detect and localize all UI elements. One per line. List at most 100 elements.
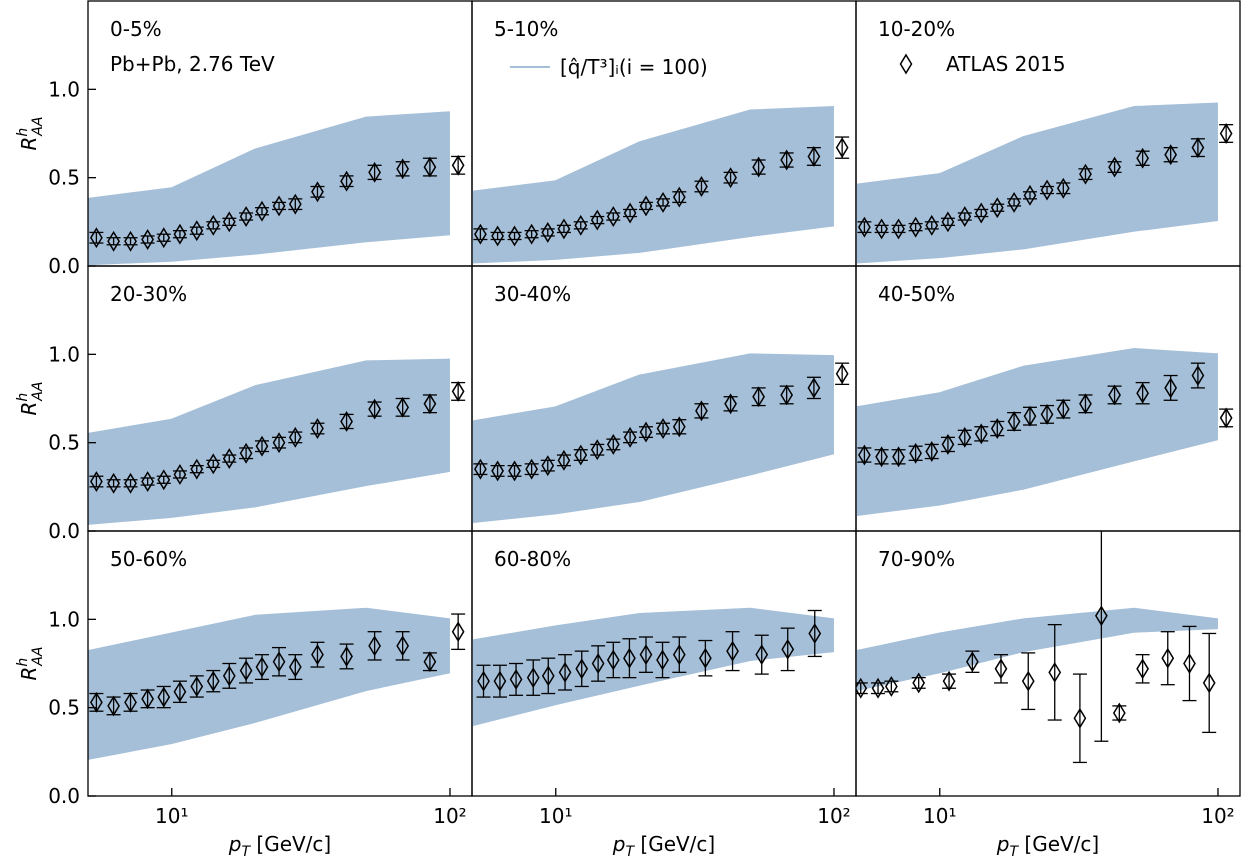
data-point — [1056, 398, 1070, 420]
data-point — [141, 471, 155, 492]
data-point — [1108, 156, 1121, 178]
y-label-sup: h — [15, 658, 31, 667]
data-point — [1073, 707, 1087, 729]
annotation: Pb+Pb, 2.76 TeV — [110, 52, 275, 76]
data-point — [368, 398, 381, 420]
data-point — [606, 206, 620, 227]
data-point — [107, 472, 120, 494]
data-point — [474, 223, 487, 245]
data-point — [525, 458, 539, 480]
data-point — [909, 442, 923, 464]
data-point — [288, 193, 302, 215]
data-point — [942, 670, 956, 692]
data-point — [752, 386, 765, 408]
x-label-base: p — [612, 832, 626, 856]
data-point — [206, 214, 220, 236]
plot-area — [856, 102, 1234, 264]
data-point — [1202, 672, 1216, 694]
data-point — [340, 645, 353, 667]
data-point — [755, 644, 769, 666]
data-point — [1007, 411, 1021, 432]
x-label-sub: T — [241, 844, 251, 860]
panel-label: 30-40% — [494, 282, 571, 306]
y-axis-label: RhAA — [15, 647, 46, 681]
x-label-base: p — [996, 832, 1010, 856]
model-band — [472, 608, 834, 726]
y-label-sup: h — [15, 393, 31, 402]
data-point — [124, 691, 137, 713]
data-point — [781, 638, 795, 660]
data-point — [574, 444, 588, 466]
data-point — [157, 469, 171, 491]
data-point — [272, 195, 286, 217]
data-point — [288, 656, 302, 678]
x-tick-label: 10² — [817, 804, 850, 828]
data-point — [656, 649, 669, 671]
data-point — [909, 216, 923, 238]
data-point — [222, 665, 236, 687]
data-point — [639, 195, 653, 217]
y-tick-label: 0.0 — [48, 519, 80, 543]
data-point — [451, 621, 465, 643]
model-edge — [856, 102, 1219, 186]
data-point — [780, 384, 794, 406]
data-point — [107, 695, 120, 717]
data-point — [590, 209, 604, 231]
data-point — [423, 651, 437, 673]
data-point — [222, 448, 236, 470]
model-edge — [856, 607, 1219, 653]
data-point — [623, 647, 636, 669]
data-point — [340, 411, 353, 432]
model-band — [856, 349, 1218, 516]
data-point — [780, 149, 794, 171]
data-point — [656, 191, 670, 213]
plot-area — [472, 106, 850, 264]
data-point — [190, 458, 204, 480]
data-point — [526, 667, 540, 689]
data-point — [493, 670, 507, 692]
model-edge — [856, 438, 1219, 517]
data-point — [491, 225, 504, 247]
model-edge — [472, 106, 835, 193]
y-label-base: R — [17, 137, 41, 151]
data-point — [1191, 365, 1205, 386]
data-point — [255, 656, 269, 678]
model-edge — [472, 224, 835, 264]
data-point — [590, 439, 604, 461]
data-point — [451, 154, 465, 176]
data-point — [1079, 393, 1092, 415]
data-point — [311, 181, 324, 203]
data-point — [311, 418, 324, 439]
data-point — [1007, 191, 1021, 213]
panel-label: 40-50% — [878, 282, 955, 306]
data-point — [1095, 605, 1108, 627]
y-label-sub: AA — [30, 647, 46, 667]
panel: 40-50% — [855, 265, 1241, 532]
data-point — [222, 211, 236, 233]
data-point — [892, 218, 905, 240]
data-point — [1219, 407, 1233, 429]
data-point — [173, 223, 187, 245]
data-point — [190, 220, 204, 242]
data-point — [477, 670, 490, 692]
panel-label: 10-20% — [878, 17, 955, 41]
data-point — [239, 442, 253, 464]
data-point — [525, 223, 539, 245]
data-point — [1136, 658, 1149, 680]
data-point — [1219, 123, 1233, 144]
data-point — [623, 426, 637, 448]
data-point — [695, 176, 708, 197]
data-point — [508, 460, 521, 482]
data-point — [90, 227, 103, 249]
model-edge — [88, 233, 451, 266]
data-point — [90, 691, 103, 713]
data-point — [1040, 179, 1054, 201]
data-point — [1021, 670, 1035, 692]
plot-area — [472, 607, 835, 727]
y-tick-label: 1.0 — [48, 342, 80, 366]
y-tick-label: 0.5 — [48, 431, 80, 455]
data-point — [173, 464, 187, 485]
data-point — [1112, 702, 1126, 724]
